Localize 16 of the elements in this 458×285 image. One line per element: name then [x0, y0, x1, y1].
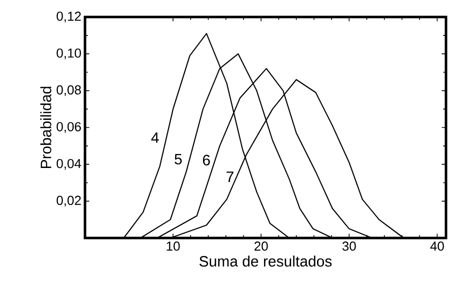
y-axis-title: Probabilidad	[40, 86, 52, 168]
y-tick-label: 0,08	[56, 85, 81, 96]
y-tick-label: 0,12	[56, 12, 81, 22]
y-tick-label: 0,02	[56, 196, 81, 207]
series-label: 6	[202, 154, 210, 166]
series-label: 5	[174, 154, 182, 164]
y-tick-label: 0,10	[56, 48, 81, 60]
x-tick-label: 40	[430, 242, 444, 251]
x-axis-title: Suma de resultados	[199, 256, 332, 267]
x-tick-label: 30	[342, 242, 356, 251]
y-tick-label: 0,06	[56, 122, 81, 133]
series-label: 4	[151, 132, 159, 143]
x-tick-label: 10	[166, 242, 180, 251]
x-tick-label: 20	[254, 242, 268, 251]
y-tick-label: 0,04	[56, 158, 82, 170]
series-label: 7	[226, 172, 234, 182]
